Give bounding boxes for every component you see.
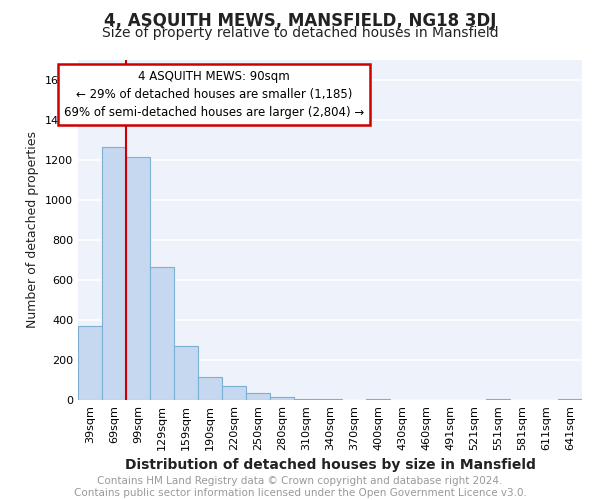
Bar	[366, 399, 390, 400]
Text: 4, ASQUITH MEWS, MANSFIELD, NG18 3DJ: 4, ASQUITH MEWS, MANSFIELD, NG18 3DJ	[104, 12, 496, 30]
Bar	[222, 386, 246, 400]
Bar	[102, 147, 126, 400]
Bar	[246, 393, 270, 400]
Y-axis label: Number of detached properties: Number of detached properties	[26, 132, 40, 328]
Bar	[174, 346, 198, 400]
Text: 4 ASQUITH MEWS: 90sqm
← 29% of detached houses are smaller (1,185)
69% of semi-d: 4 ASQUITH MEWS: 90sqm ← 29% of detached …	[64, 70, 364, 119]
Bar	[150, 267, 174, 400]
Text: Contains HM Land Registry data © Crown copyright and database right 2024.
Contai: Contains HM Land Registry data © Crown c…	[74, 476, 526, 498]
Text: Size of property relative to detached houses in Mansfield: Size of property relative to detached ho…	[101, 26, 499, 40]
Bar	[558, 399, 582, 400]
Bar	[270, 397, 294, 400]
Bar	[318, 399, 342, 400]
Bar	[486, 399, 510, 400]
Bar	[126, 157, 150, 400]
Bar	[78, 326, 102, 400]
Bar	[294, 399, 318, 400]
Bar	[198, 377, 222, 400]
X-axis label: Distribution of detached houses by size in Mansfield: Distribution of detached houses by size …	[125, 458, 535, 472]
